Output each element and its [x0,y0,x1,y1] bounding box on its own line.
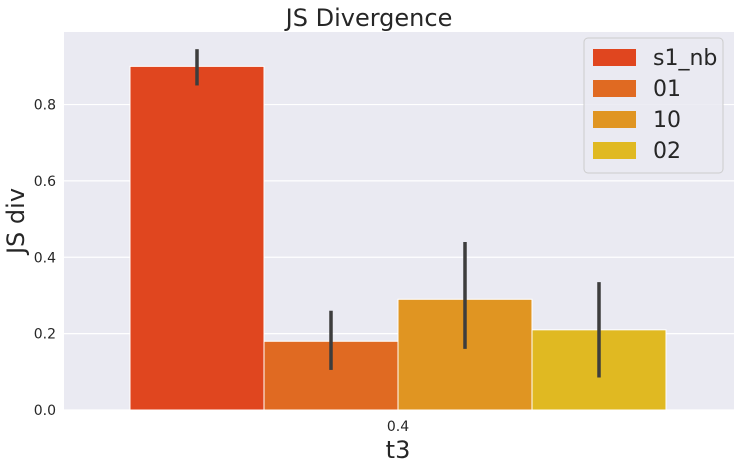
y-tick-label: 0.6 [34,174,56,190]
error-bars [195,49,601,378]
legend-box [583,37,724,174]
legend-label-s1_nb: s1_nb [653,46,717,71]
x-tick-labels: 0.4 [387,419,409,435]
legend-label-02: 02 [653,139,681,164]
legend-swatch-10 [593,111,636,128]
x-axis-label: t3 [386,436,411,464]
y-tick-label: 0.8 [34,98,56,114]
y-axis-label: JS div [2,188,30,256]
y-tick-labels: 0.0 0.2 0.4 0.6 0.8 [34,98,56,419]
legend-swatch-01 [593,80,636,97]
legend-label-10: 10 [653,108,681,133]
bar-s1_nb [129,65,265,411]
x-tick-label: 0.4 [387,419,409,435]
y-tick-label: 0.4 [34,250,56,266]
legend: s1_nb 01 10 02 [583,37,724,174]
chart-title: JS Divergence [284,4,453,32]
y-tick-label: 0.2 [34,327,56,343]
legend-label-01: 01 [653,77,681,102]
legend-swatch-s1_nb [593,49,636,66]
legend-swatch-02 [593,142,636,159]
y-tick-label: 0.0 [34,403,56,419]
